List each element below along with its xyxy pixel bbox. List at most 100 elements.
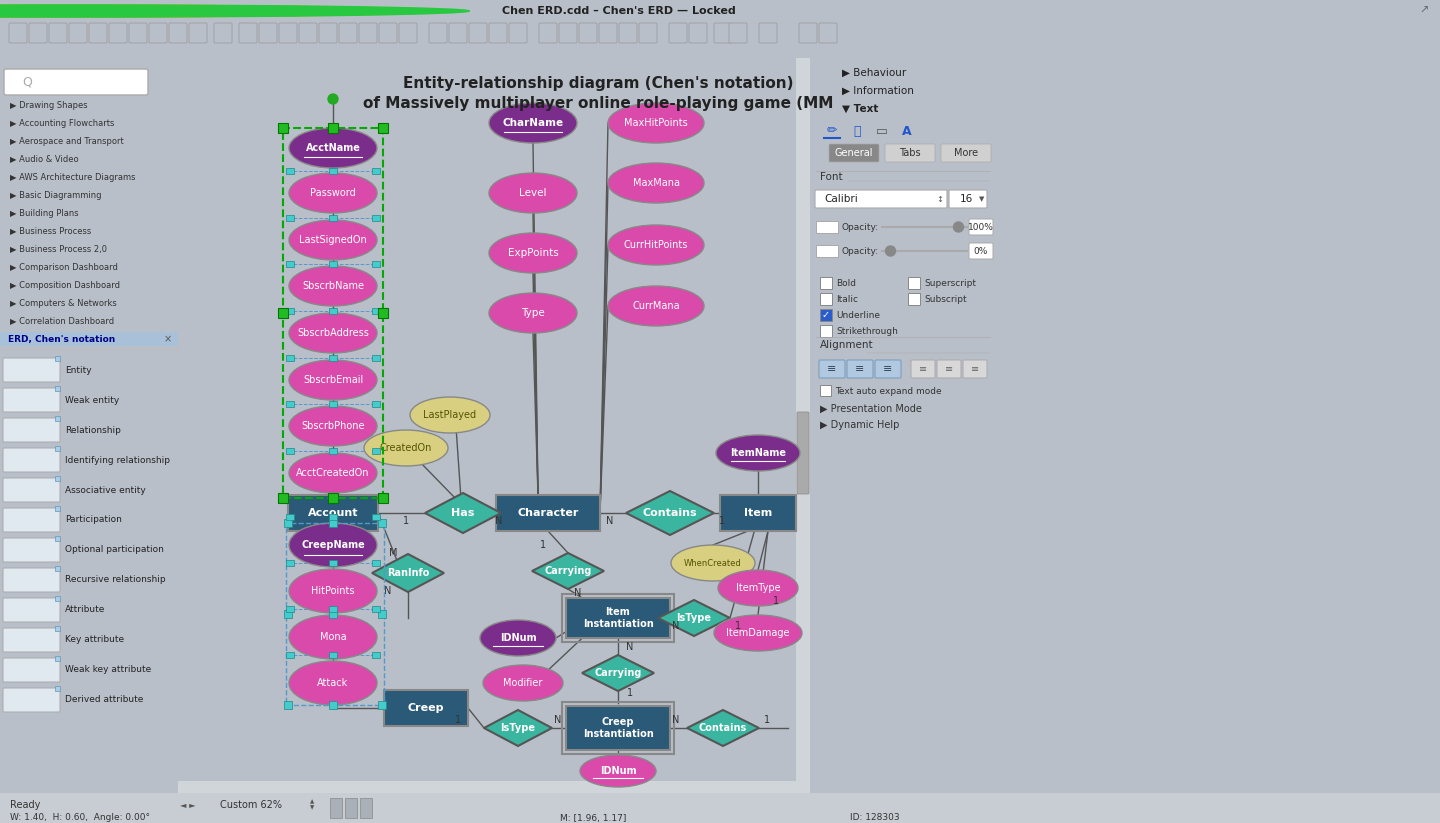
Ellipse shape xyxy=(482,665,563,701)
Text: ▶ Information: ▶ Information xyxy=(842,86,914,96)
FancyBboxPatch shape xyxy=(287,215,294,221)
Text: IDNum: IDNum xyxy=(599,766,636,776)
Ellipse shape xyxy=(608,286,704,326)
Text: Subscript: Subscript xyxy=(924,295,966,304)
FancyBboxPatch shape xyxy=(829,144,878,162)
FancyBboxPatch shape xyxy=(55,596,60,601)
Ellipse shape xyxy=(490,173,577,213)
Text: Ready: Ready xyxy=(10,800,40,810)
FancyBboxPatch shape xyxy=(688,23,707,43)
Polygon shape xyxy=(372,554,444,592)
FancyBboxPatch shape xyxy=(330,798,343,818)
Text: Font: Font xyxy=(819,172,842,182)
FancyBboxPatch shape xyxy=(963,360,986,378)
FancyBboxPatch shape xyxy=(55,656,60,661)
Text: Tabs: Tabs xyxy=(899,148,920,158)
Text: ExpPoints: ExpPoints xyxy=(508,248,559,258)
Text: 100%: 100% xyxy=(968,222,994,231)
FancyBboxPatch shape xyxy=(328,215,337,221)
Text: CreepName: CreepName xyxy=(301,540,364,550)
Text: N: N xyxy=(384,586,392,596)
Circle shape xyxy=(0,5,469,17)
FancyBboxPatch shape xyxy=(3,358,60,382)
FancyBboxPatch shape xyxy=(469,23,487,43)
Text: LastPlayed: LastPlayed xyxy=(423,410,477,420)
FancyBboxPatch shape xyxy=(3,568,60,592)
FancyBboxPatch shape xyxy=(796,58,809,793)
Text: 1: 1 xyxy=(540,540,546,550)
Text: MaxHitPoints: MaxHitPoints xyxy=(624,118,688,128)
Text: N: N xyxy=(606,516,613,526)
Text: AcctName: AcctName xyxy=(305,143,360,153)
FancyBboxPatch shape xyxy=(377,123,387,133)
Text: ↕: ↕ xyxy=(936,194,943,203)
Ellipse shape xyxy=(608,163,704,203)
Text: HitPoints: HitPoints xyxy=(311,586,354,596)
Text: ItemType: ItemType xyxy=(736,583,780,593)
FancyBboxPatch shape xyxy=(372,355,380,361)
Text: ◄ ►: ◄ ► xyxy=(180,801,196,810)
FancyBboxPatch shape xyxy=(0,332,179,346)
FancyBboxPatch shape xyxy=(720,495,796,531)
Text: ▶ AWS Architecture Diagrams: ▶ AWS Architecture Diagrams xyxy=(10,173,135,182)
Text: Has: Has xyxy=(451,508,475,518)
Text: AcctCreatedOn: AcctCreatedOn xyxy=(297,468,370,478)
Circle shape xyxy=(328,94,338,104)
Text: Entity-relationship diagram (Chen's notation): Entity-relationship diagram (Chen's nota… xyxy=(403,76,793,91)
Text: ✓: ✓ xyxy=(822,310,829,320)
Ellipse shape xyxy=(289,406,377,446)
Polygon shape xyxy=(531,553,603,589)
Text: Superscript: Superscript xyxy=(924,278,976,287)
FancyBboxPatch shape xyxy=(819,325,832,337)
FancyBboxPatch shape xyxy=(3,448,60,472)
FancyBboxPatch shape xyxy=(284,701,292,709)
Text: WhenCreated: WhenCreated xyxy=(684,559,742,568)
Text: Custom 62%: Custom 62% xyxy=(220,800,282,810)
FancyBboxPatch shape xyxy=(287,401,294,407)
Text: 1: 1 xyxy=(455,715,461,725)
Text: ×: × xyxy=(164,334,171,344)
FancyBboxPatch shape xyxy=(287,261,294,267)
FancyBboxPatch shape xyxy=(377,308,387,318)
FancyBboxPatch shape xyxy=(379,23,397,43)
FancyBboxPatch shape xyxy=(539,23,557,43)
Text: ≡: ≡ xyxy=(883,364,893,374)
FancyBboxPatch shape xyxy=(320,23,337,43)
Ellipse shape xyxy=(289,523,377,567)
Ellipse shape xyxy=(671,545,755,581)
Text: M: M xyxy=(389,548,397,558)
Text: IsType: IsType xyxy=(677,613,711,623)
FancyBboxPatch shape xyxy=(259,23,276,43)
FancyBboxPatch shape xyxy=(886,144,935,162)
FancyBboxPatch shape xyxy=(566,598,670,638)
FancyBboxPatch shape xyxy=(937,360,960,378)
FancyBboxPatch shape xyxy=(372,514,380,520)
Polygon shape xyxy=(425,493,501,533)
FancyBboxPatch shape xyxy=(287,514,294,520)
Text: Weak entity: Weak entity xyxy=(65,396,120,404)
Text: ▲
▼: ▲ ▼ xyxy=(310,800,314,811)
FancyBboxPatch shape xyxy=(287,560,294,566)
Text: 1: 1 xyxy=(765,715,770,725)
Text: CharName: CharName xyxy=(503,118,563,128)
Ellipse shape xyxy=(719,570,798,606)
FancyBboxPatch shape xyxy=(399,23,418,43)
FancyBboxPatch shape xyxy=(239,23,256,43)
Text: ▶ Comparison Dashboard: ▶ Comparison Dashboard xyxy=(10,263,118,272)
Text: N: N xyxy=(575,588,582,598)
FancyBboxPatch shape xyxy=(796,412,809,494)
FancyBboxPatch shape xyxy=(579,23,598,43)
Text: Key attribute: Key attribute xyxy=(65,635,124,644)
Text: Participation: Participation xyxy=(65,515,122,524)
FancyBboxPatch shape xyxy=(3,598,60,622)
Text: N: N xyxy=(626,642,634,652)
FancyBboxPatch shape xyxy=(3,658,60,682)
Text: ▶ Correlation Dashboard: ▶ Correlation Dashboard xyxy=(10,317,114,326)
Text: ▶ Business Process: ▶ Business Process xyxy=(10,226,91,235)
FancyBboxPatch shape xyxy=(449,23,467,43)
Text: N: N xyxy=(672,621,680,631)
FancyBboxPatch shape xyxy=(328,606,337,612)
FancyBboxPatch shape xyxy=(372,652,380,658)
Text: Derived attribute: Derived attribute xyxy=(65,695,144,704)
Ellipse shape xyxy=(289,173,377,213)
